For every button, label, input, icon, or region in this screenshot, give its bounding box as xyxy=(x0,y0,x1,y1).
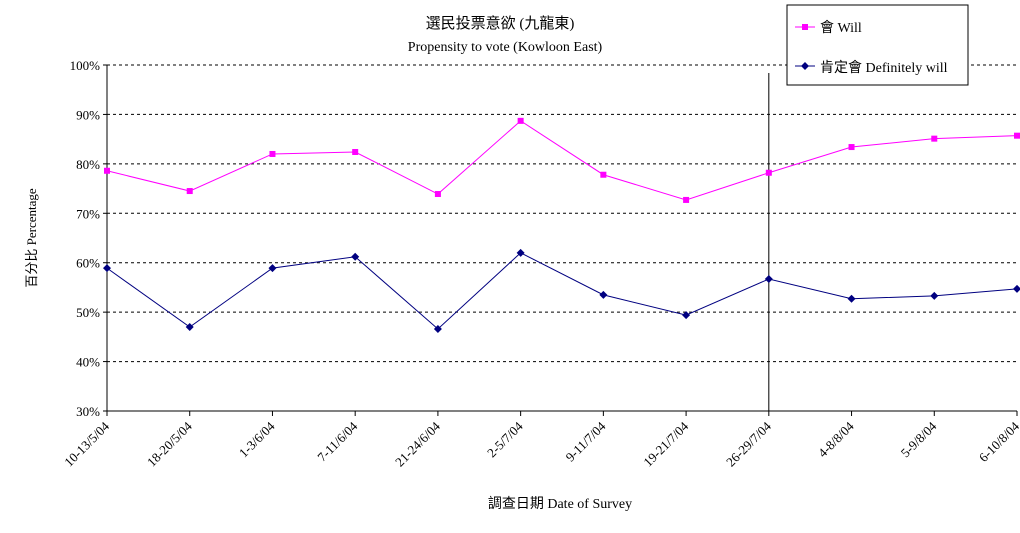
x-tick-label: 26-29/7/04 xyxy=(723,418,774,469)
data-point-will xyxy=(434,191,441,198)
data-point-will xyxy=(352,148,359,155)
series-line-1 xyxy=(106,252,1018,330)
x-tick-label: 6-10/8/04 xyxy=(976,418,1020,465)
data-point-definitely-will xyxy=(103,264,111,273)
x-tick-label: 18-20/5/04 xyxy=(144,418,195,469)
x-tick-label: 9-11/7/04 xyxy=(562,418,608,464)
y-tick-label: 100% xyxy=(70,58,101,73)
data-point-definitely-will xyxy=(268,264,277,273)
x-tick-label: 4-8/8/04 xyxy=(815,418,857,460)
data-point-will xyxy=(683,196,690,203)
data-point-definitely-will xyxy=(847,294,856,303)
legend-definitely-label: 肯定會 Definitely will xyxy=(820,60,948,76)
y-axis-label: 百分比 Percentage xyxy=(24,188,39,288)
data-point-definitely-will xyxy=(516,248,525,257)
data-point-will xyxy=(104,167,110,174)
data-point-definitely-will xyxy=(930,291,939,300)
chart-subtitle: Propensity to vote (Kowloon East) xyxy=(408,40,603,55)
x-tick-label: 5-9/8/04 xyxy=(898,418,940,460)
data-point-definitely-will xyxy=(764,275,773,284)
data-point-will xyxy=(186,188,193,195)
x-tick-label: 10-13/5/04 xyxy=(61,418,112,469)
data-point-will xyxy=(1014,132,1020,139)
data-point-definitely-will xyxy=(185,322,194,331)
y-tick-label: 30% xyxy=(76,404,100,419)
data-point-definitely-will xyxy=(433,324,442,333)
data-point-will xyxy=(765,169,772,176)
legend-will-marker xyxy=(802,24,808,30)
y-tick-label: 90% xyxy=(76,107,100,122)
series-line-0 xyxy=(106,120,1018,201)
legend: 會 Will 肯定會 Definitely will xyxy=(786,4,969,86)
x-tick-label: 21-24/6/04 xyxy=(392,418,443,469)
data-point-definitely-will xyxy=(351,252,360,261)
data-point-will xyxy=(517,117,524,124)
x-tick-label: 2-5/7/04 xyxy=(484,418,526,460)
y-tick-label: 60% xyxy=(76,256,100,271)
x-tick-label: 1-3/6/04 xyxy=(236,418,278,460)
data-point-definitely-will xyxy=(682,311,691,320)
data-point-will xyxy=(848,144,855,151)
x-tick-label: 7-11/6/04 xyxy=(314,418,360,464)
legend-definitely-marker xyxy=(801,62,809,70)
y-tick-label: 40% xyxy=(76,355,100,370)
chart-title: 選民投票意欲 (九龍東) xyxy=(426,14,575,32)
data-point-definitely-will xyxy=(1013,284,1020,293)
data-point-definitely-will xyxy=(599,290,608,299)
data-point-will xyxy=(931,135,938,142)
y-tick-label: 50% xyxy=(76,305,100,320)
legend-will-label: 會 Will xyxy=(820,20,862,36)
y-tick-label: 80% xyxy=(76,157,100,172)
data-point-will xyxy=(269,150,276,157)
x-axis-label: 調查日期 Date of Survey xyxy=(488,496,632,512)
y-tick-label: 70% xyxy=(76,206,100,221)
x-tick-label: 19-21/7/04 xyxy=(640,418,691,469)
data-point-will xyxy=(600,171,607,178)
